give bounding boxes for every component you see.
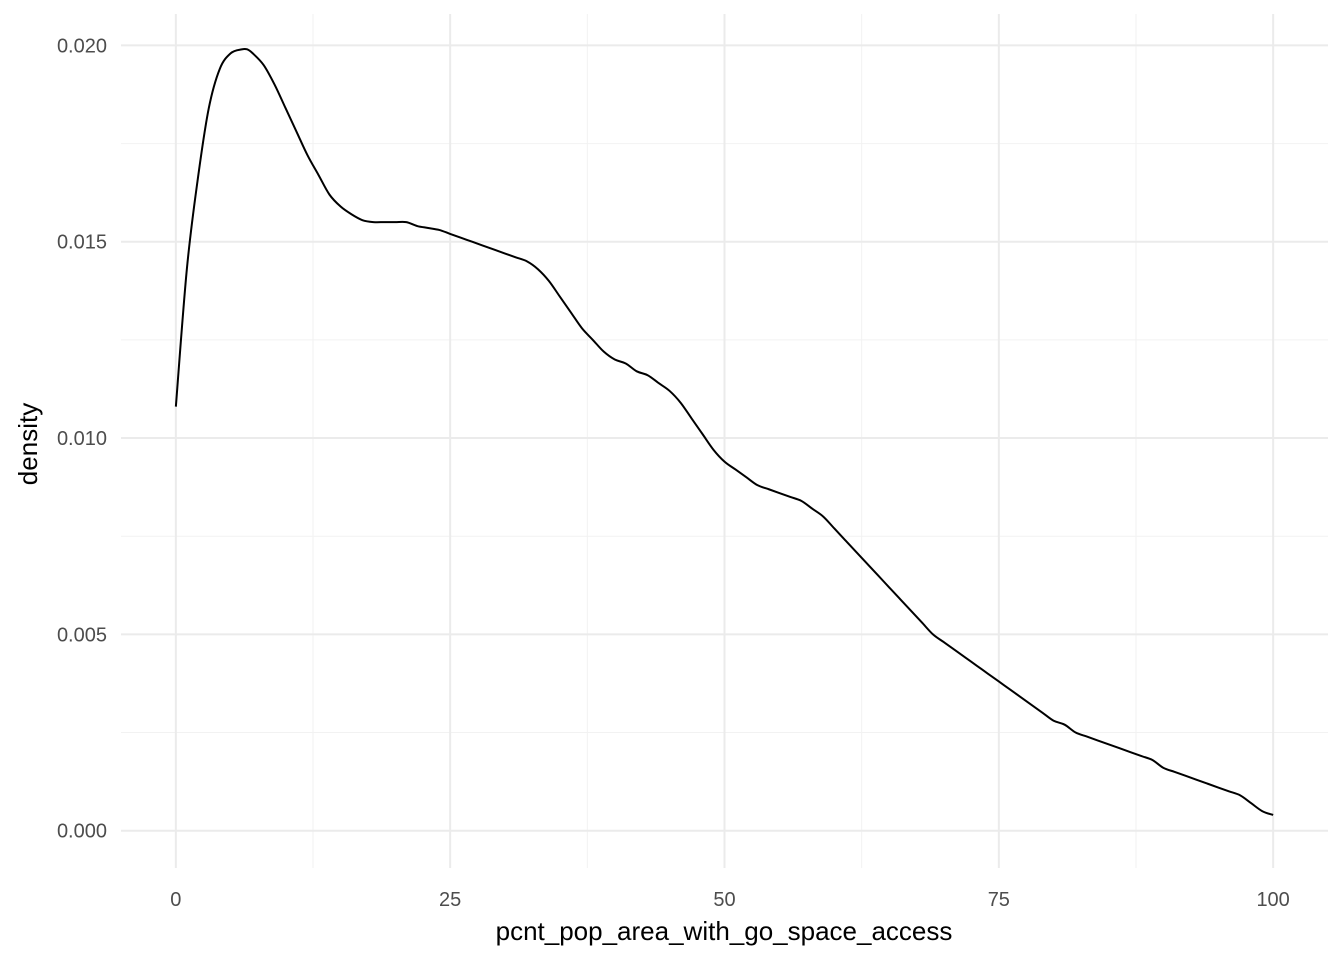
y-tick-label: 0.020 xyxy=(57,35,107,57)
x-tick-label: 0 xyxy=(170,889,181,911)
x-axis-tick-labels: 0 25 50 75 100 xyxy=(170,889,1290,911)
y-axis-title: density xyxy=(13,403,43,485)
x-axis-title: pcnt_pop_area_with_go_space_access xyxy=(496,916,953,946)
x-tick-label: 75 xyxy=(988,889,1010,911)
density-curve xyxy=(174,47,1274,816)
y-axis-tick-labels: 0.000 0.005 0.010 0.015 0.020 xyxy=(57,35,107,842)
major-gridlines xyxy=(121,14,1328,868)
series-layer xyxy=(174,47,1274,816)
y-tick-label: 0.015 xyxy=(57,232,107,254)
y-tick-label: 0.000 xyxy=(57,821,107,843)
y-tick-label: 0.010 xyxy=(57,428,107,450)
x-tick-label: 50 xyxy=(713,889,735,911)
x-tick-label: 25 xyxy=(439,889,461,911)
y-tick-label: 0.005 xyxy=(57,624,107,646)
x-tick-label: 100 xyxy=(1256,889,1289,911)
